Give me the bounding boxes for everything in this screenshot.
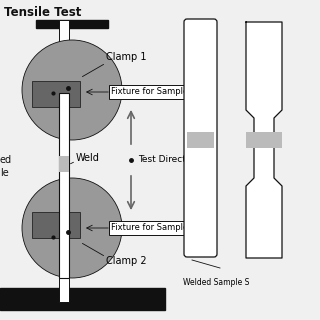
Polygon shape	[246, 22, 282, 258]
FancyBboxPatch shape	[184, 19, 217, 257]
Text: le: le	[0, 168, 9, 178]
Bar	[32, 212, 80, 238]
Circle shape	[22, 40, 122, 140]
Text: Clamp 1: Clamp 1	[106, 52, 147, 62]
Text: ed: ed	[0, 155, 12, 165]
Bar	[0, 288, 165, 310]
Text: Clamp 2: Clamp 2	[106, 256, 147, 266]
Text: Fixture for Samples: Fixture for Samples	[111, 223, 193, 233]
Bar	[246, 132, 282, 148]
Text: Test Direction: Test Direction	[138, 156, 200, 164]
Bar	[59, 93, 69, 278]
Text: Fixture for Samples: Fixture for Samples	[111, 87, 193, 97]
Text: Weld: Weld	[76, 153, 100, 163]
Bar	[36, 20, 108, 28]
Circle shape	[22, 178, 122, 278]
Text: Tensile Test: Tensile Test	[4, 6, 81, 19]
Bar	[187, 132, 214, 148]
Text: Welded Sample S: Welded Sample S	[183, 278, 249, 287]
Bar	[32, 81, 80, 107]
Bar	[59, 20, 69, 302]
Bar	[59, 156, 69, 172]
